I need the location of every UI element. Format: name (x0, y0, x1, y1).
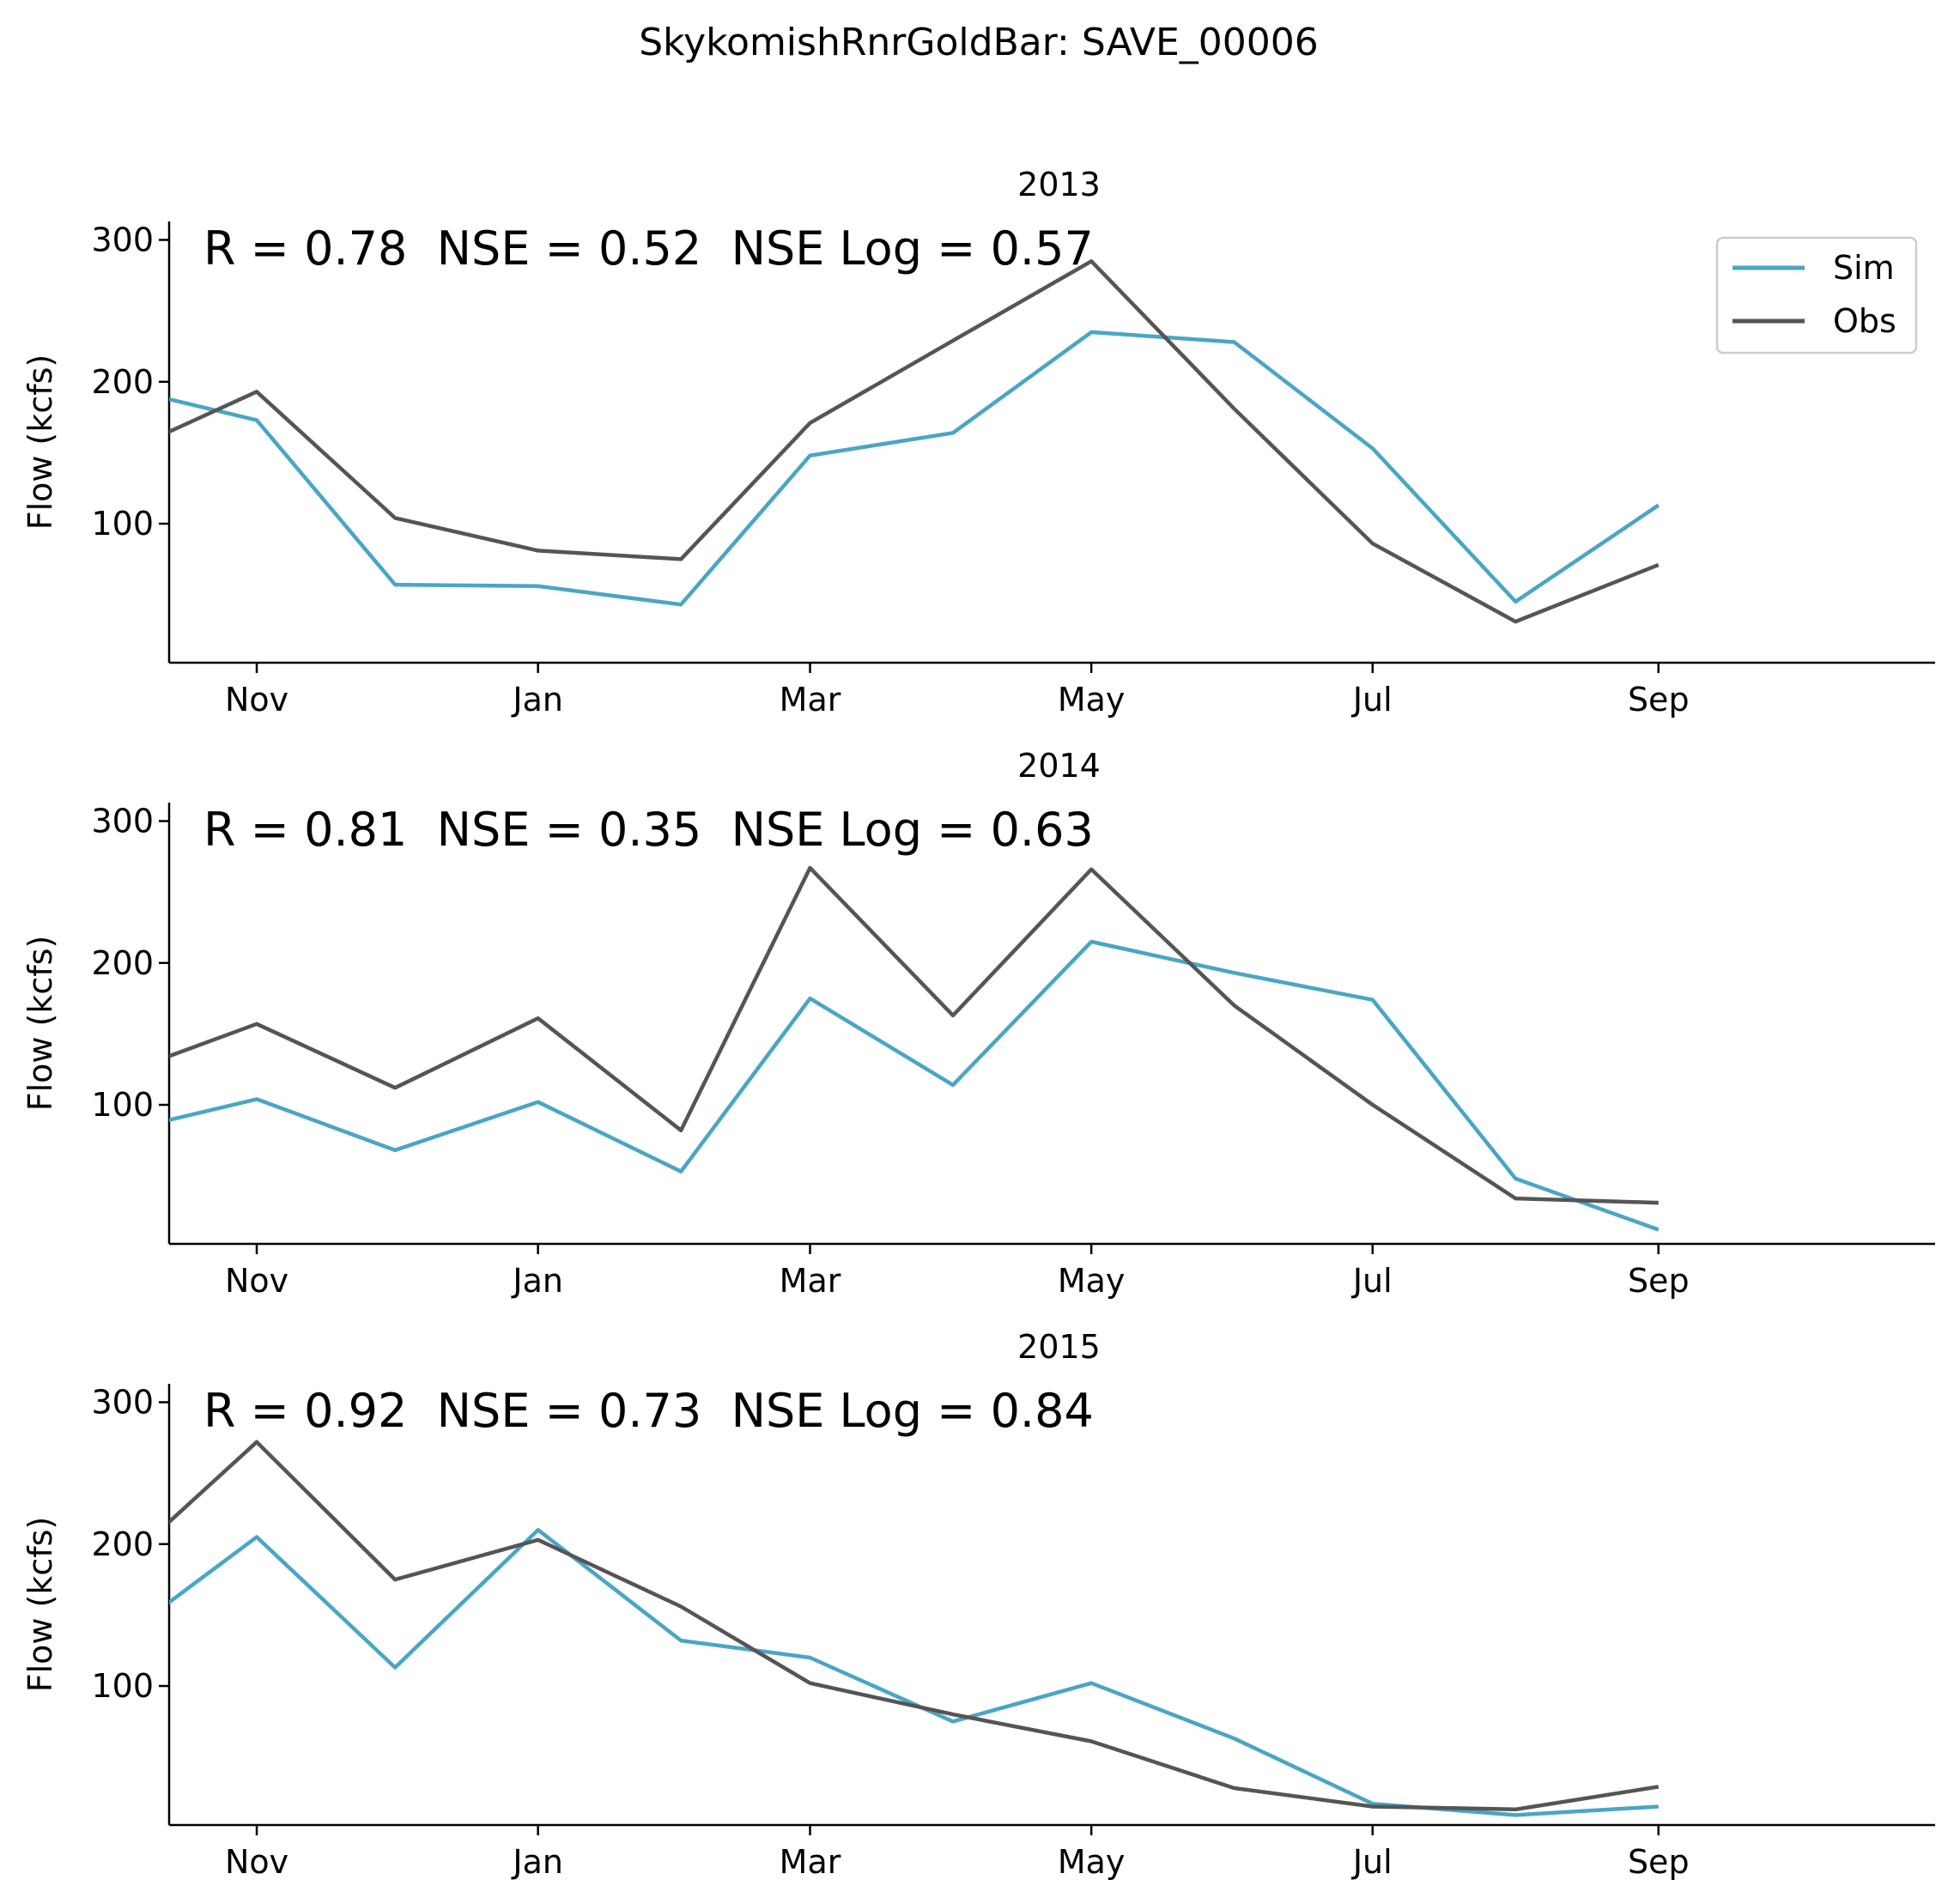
series-line-obs (169, 865, 1659, 1205)
chart-panel-2014: 2014 R = 0.81 NSE = 0.35 NSE Log = 0.63 Fl… (21, 747, 1935, 1300)
y-tick-label: 200 (91, 363, 154, 401)
y-tick-label: 300 (91, 802, 154, 840)
x-tick-label: Nov (225, 681, 288, 719)
y-axis-label: Flow (kcfs) (21, 936, 59, 1112)
series-line-sim (169, 939, 1660, 1232)
x-tick-label: Jul (1351, 1843, 1393, 1881)
stats-annotation: R = 0.92 NSE = 0.73 NSE Log = 0.84 (203, 1384, 1094, 1438)
x-tick-label: Nov (225, 1843, 288, 1881)
y-tick-label: 100 (91, 505, 154, 543)
x-tick-label: Sep (1628, 1262, 1690, 1300)
y-tick-label: 200 (91, 1525, 154, 1563)
y-tick-label: 300 (91, 221, 154, 258)
x-tick-label: Jan (511, 681, 563, 719)
x-tick-label: May (1058, 1843, 1126, 1881)
y-tick-label: 100 (91, 1667, 154, 1705)
x-tick-label: Sep (1628, 681, 1690, 719)
stats-annotation: R = 0.81 NSE = 0.35 NSE Log = 0.63 (203, 803, 1094, 857)
y-tick-label: 100 (91, 1086, 154, 1124)
x-tick-label: Mar (780, 681, 841, 719)
chart-panels: 2013 R = 0.78 NSE = 0.52 NSE Log = 0.57 Fl… (21, 166, 1935, 1881)
x-tick-label: Jan (511, 1262, 563, 1300)
x-tick-label: Mar (780, 1262, 841, 1300)
series-line-obs (169, 1440, 1660, 1812)
x-tick-label: May (1058, 1262, 1126, 1300)
y-axis-label: Flow (kcfs) (21, 355, 59, 531)
x-tick-label: Nov (225, 1262, 288, 1300)
panel-title: 2013 (1017, 166, 1101, 203)
chart-panel-2013: 2013 R = 0.78 NSE = 0.52 NSE Log = 0.57 Fl… (21, 166, 1935, 719)
y-tick-label: 300 (91, 1383, 154, 1421)
legend: Sim Obs (1715, 236, 1918, 355)
panel-title: 2015 (1017, 1328, 1101, 1366)
y-axis-label: Flow (kcfs) (21, 1517, 59, 1693)
x-tick-label: May (1058, 681, 1126, 719)
figure-title: SkykomishRnrGoldBar: SAVE_00006 (639, 21, 1319, 64)
y-tick-label: 200 (91, 944, 154, 982)
series-line-obs (169, 259, 1660, 624)
x-tick-label: Jan (511, 1843, 563, 1881)
x-tick-label: Jul (1351, 1262, 1393, 1300)
stats-annotation: R = 0.78 NSE = 0.52 NSE Log = 0.57 (203, 221, 1094, 276)
x-tick-label: Jul (1351, 681, 1393, 719)
chart-panel-2015: 2015 R = 0.92 NSE = 0.73 NSE Log = 0.84 Fl… (21, 1328, 1935, 1881)
x-tick-label: Sep (1628, 1843, 1690, 1881)
series-line-sim (169, 1527, 1659, 1817)
series-line-sim (169, 330, 1660, 607)
x-tick-label: Mar (780, 1843, 841, 1881)
legend-label-sim: Sim (1833, 249, 1895, 287)
legend-label-obs: Obs (1833, 302, 1896, 340)
panel-title: 2014 (1017, 747, 1101, 785)
